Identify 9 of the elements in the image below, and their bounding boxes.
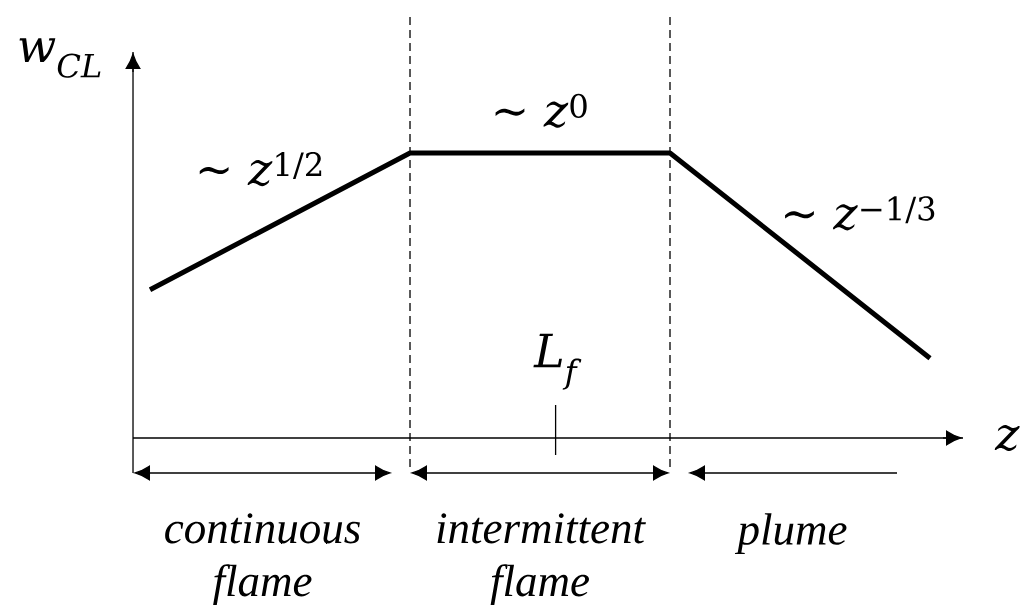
text: plume <box>734 513 847 554</box>
text: ∼ z$^{0}$ <box>495 93 587 128</box>
annotation: L$_{f}$ <box>533 333 582 390</box>
annotation: ∼ z$^{−1/3}$ <box>785 196 935 231</box>
x-axis-title: z <box>994 424 1020 452</box>
y-axis-title: w$_{CL}$ <box>19 38 101 78</box>
annotation: ∼ z$^{1/2}$ <box>199 152 322 187</box>
text: intermittent flame <box>437 513 646 605</box>
text: continuous flame <box>165 513 360 605</box>
